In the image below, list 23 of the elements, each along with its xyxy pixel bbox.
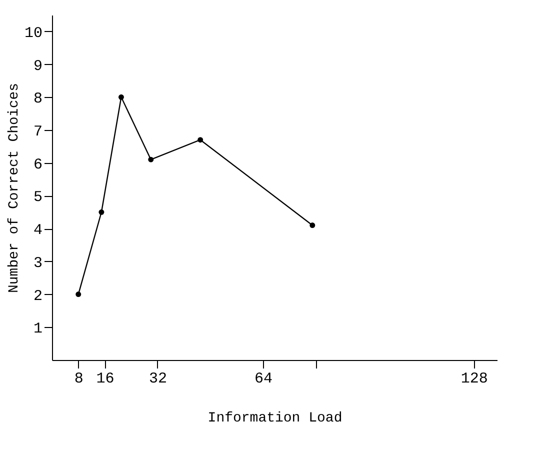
y-tick-label: 4 — [33, 222, 42, 240]
y-tick-label: 10 — [24, 24, 42, 42]
y-tick-label: 9 — [33, 58, 42, 75]
x-tick-label: 8 — [74, 370, 84, 388]
point — [198, 137, 204, 143]
x-tick-label: 128 — [460, 370, 488, 388]
y-tick-label: 2 — [33, 288, 42, 305]
y-tick-label: 5 — [33, 189, 42, 206]
y-tick-label: 1 — [33, 320, 42, 338]
y-tick-label: 8 — [33, 90, 42, 108]
y-tick-label: 6 — [33, 156, 42, 174]
x-axis-title: Information Load — [208, 410, 342, 426]
x-tick-label: 32 — [148, 370, 167, 388]
y-tick-label: 7 — [33, 124, 42, 140]
point — [98, 209, 104, 215]
x-tick-label: 64 — [254, 370, 272, 388]
y-tick-label: 3 — [33, 254, 42, 272]
point — [310, 222, 316, 228]
y-axis-title: Number of Correct Choices — [6, 82, 22, 294]
point — [76, 292, 82, 298]
point — [118, 94, 124, 100]
x-tick-label: 16 — [96, 370, 114, 388]
point — [148, 156, 154, 162]
